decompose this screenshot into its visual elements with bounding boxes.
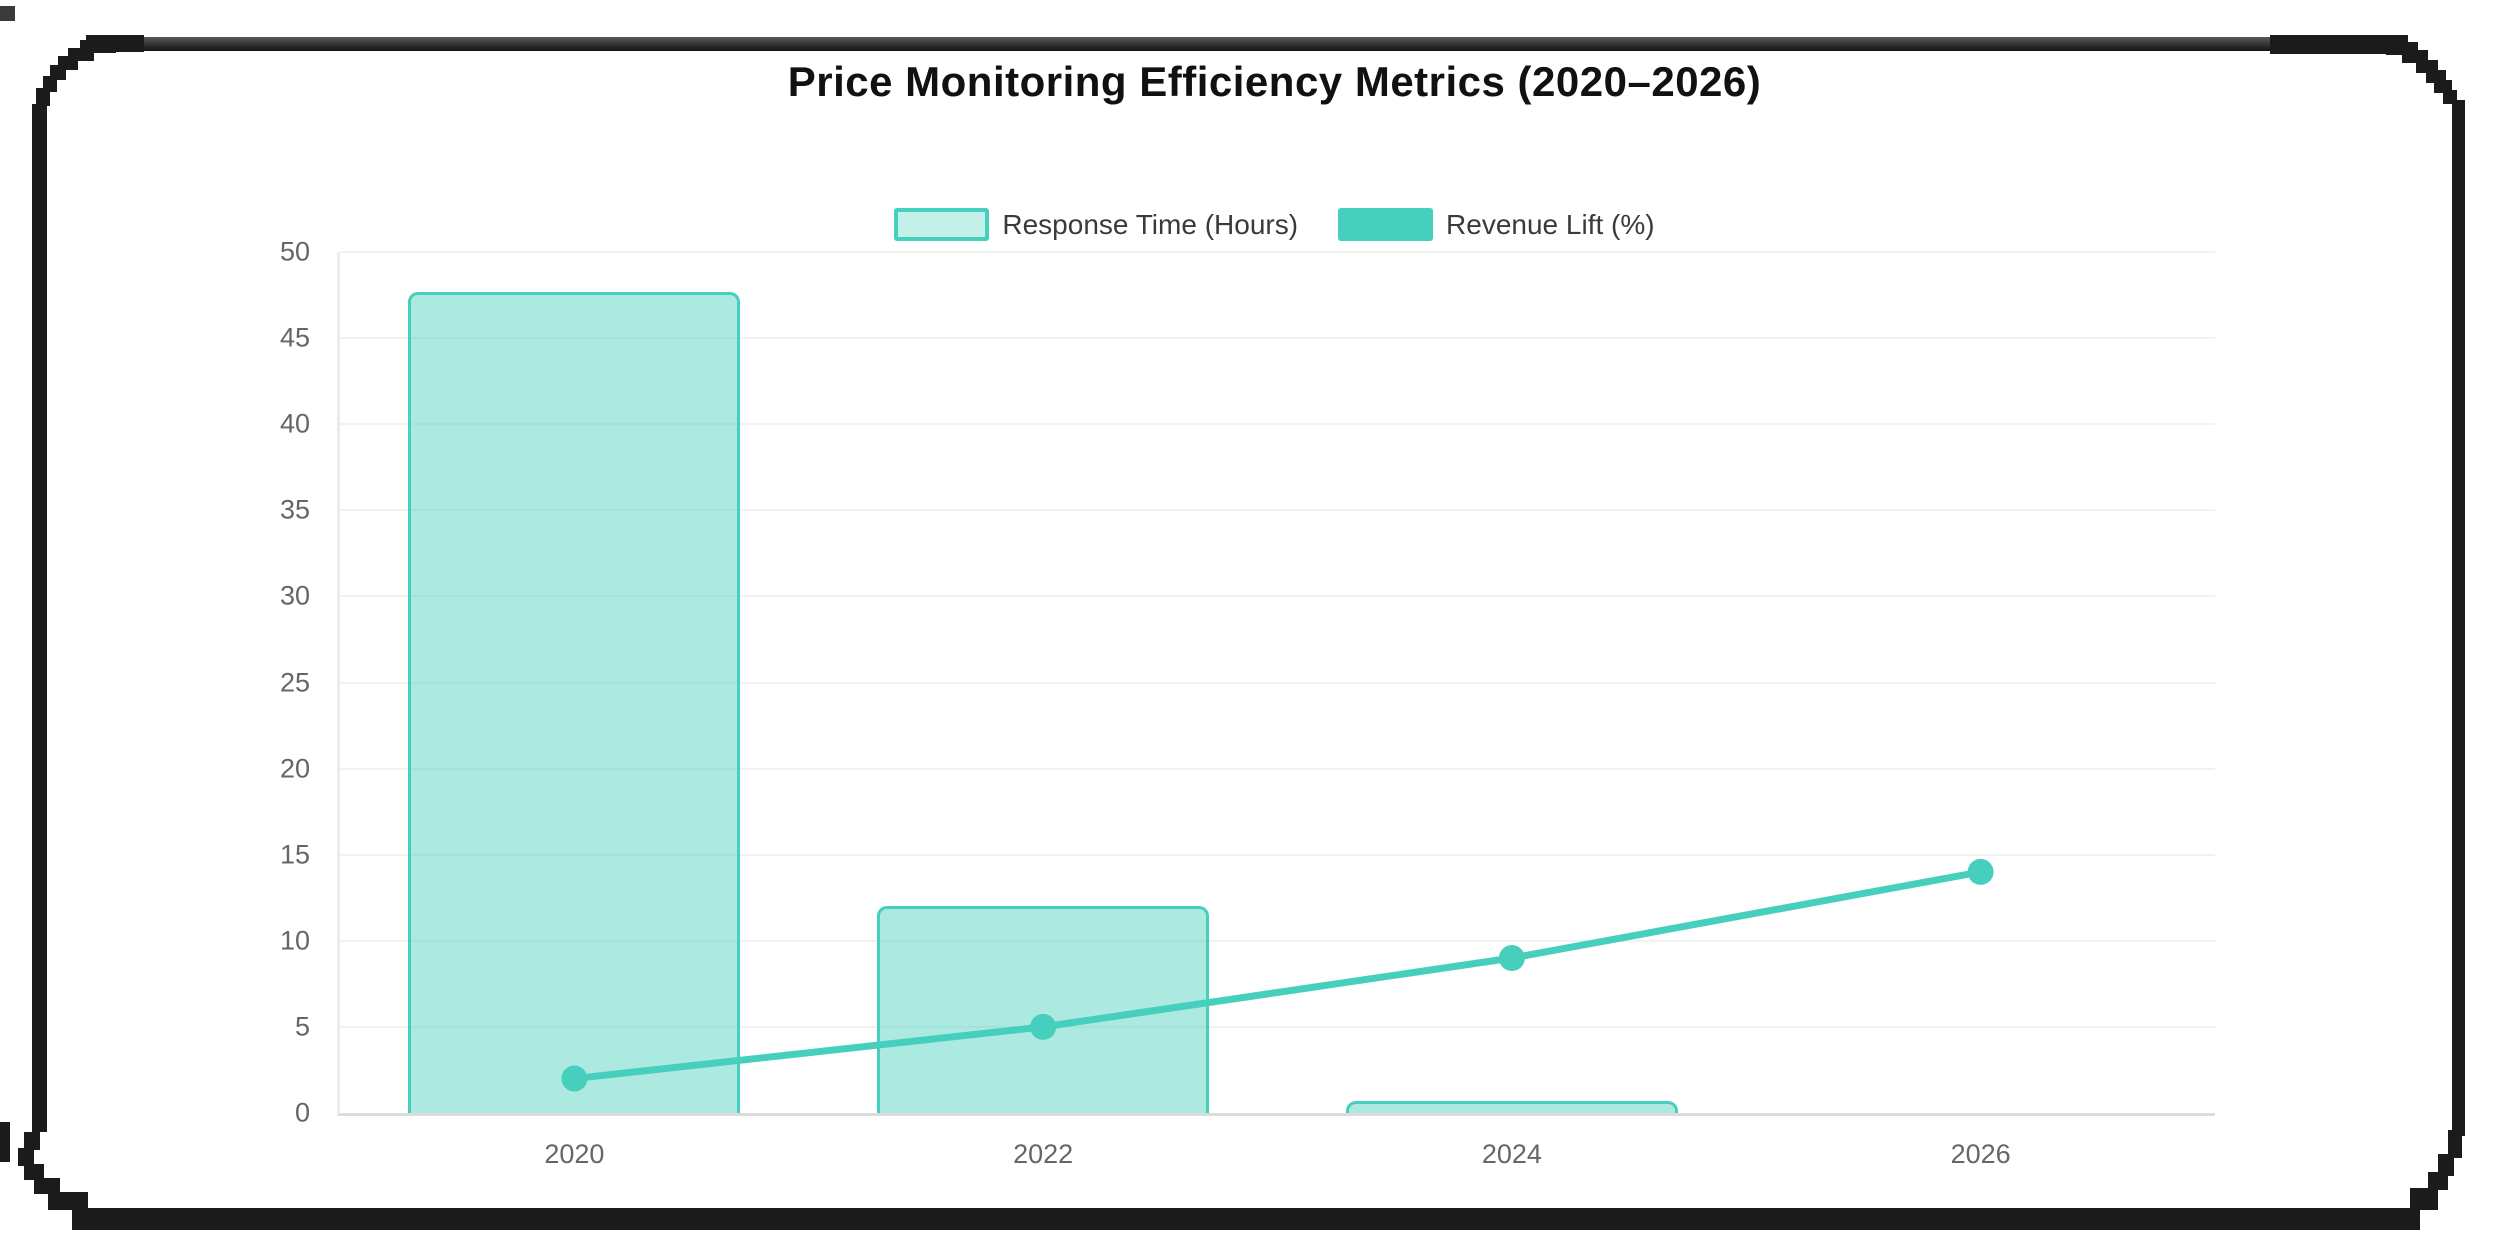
line-point-2026[interactable]: [1967, 858, 1994, 885]
y-tick-label-15: 15: [279, 839, 310, 870]
gridline-y-10: [340, 939, 2215, 942]
gridline-y-20: [340, 767, 2215, 770]
y-tick-label-45: 45: [279, 322, 310, 353]
chart-title: Price Monitoring Efficiency Metrics (202…: [787, 58, 1762, 105]
bar-2024[interactable]: [1345, 1100, 1678, 1113]
line-series-layer: [561, 858, 1994, 1092]
frame-right-bar: [2452, 100, 2465, 1136]
y-tick-label-35: 35: [279, 494, 310, 525]
bar-2020[interactable]: [408, 291, 741, 1113]
line-point-2020[interactable]: [561, 1065, 588, 1092]
x-tick-label-2020: 2020: [544, 1139, 605, 1169]
frame-top-bar: [86, 35, 2408, 54]
y-tick-label-5: 5: [294, 1011, 310, 1042]
frame-stray-marks: [0, 6, 15, 1162]
legend-swatch-response-time-icon: [894, 208, 990, 241]
frame-bottom-bar: [72, 1208, 2420, 1230]
y-tick-label-25: 25: [279, 667, 310, 697]
plot-area[interactable]: 0 5 10 15 20 25 30 35 40 45 50 2020 2022 2024 2026: [280, 237, 2215, 1169]
gridline-y-15: [340, 853, 2215, 856]
legend-item-response-time[interactable]: Response Time (Hours): [894, 208, 1298, 241]
frame-top-left-corner: [36, 40, 116, 106]
legend-item-revenue-lift[interactable]: Revenue Lift (%): [1338, 208, 1655, 241]
legend: Response Time (Hours) Revenue Lift (%): [337, 208, 2212, 241]
line-point-2024[interactable]: [1498, 945, 1525, 972]
legend-label-revenue-lift: Revenue Lift (%): [1446, 208, 1655, 240]
y-tick-label-20: 20: [279, 753, 310, 784]
line-point-2022[interactable]: [1030, 1013, 1057, 1040]
y-tick-label-50: 50: [279, 236, 310, 267]
gridline-y-35: [340, 509, 2215, 512]
y-tick-label-40: 40: [279, 408, 310, 439]
revenue-lift-line: [573, 868, 1982, 1083]
gridline-y-5: [340, 1025, 2215, 1028]
x-tick-label-2024: 2024: [1481, 1139, 1542, 1169]
gridline-y-25: [340, 681, 2215, 684]
y-tick-label-10: 10: [279, 925, 310, 956]
gridline-y-40: [340, 423, 2215, 426]
y-tick-label-30: 30: [279, 580, 310, 611]
frame-bottom-right-corner: [2410, 1130, 2462, 1210]
gridline-y-50: [340, 251, 2215, 253]
x-tick-label-2026: 2026: [1950, 1139, 2011, 1169]
legend-swatch-revenue-lift-icon: [1338, 208, 1434, 241]
frame-top-right-corner: [2386, 42, 2457, 104]
y-tick-label-0: 0: [294, 1097, 310, 1128]
x-tick-label-2022: 2022: [1013, 1139, 1074, 1169]
legend-label-response-time: Response Time (Hours): [1002, 208, 1299, 240]
gridline-y-30: [340, 595, 2215, 598]
gridline-y-45: [340, 337, 2215, 340]
frame-left-bar: [32, 104, 47, 1132]
frame-bottom-left-corner: [18, 1132, 88, 1210]
